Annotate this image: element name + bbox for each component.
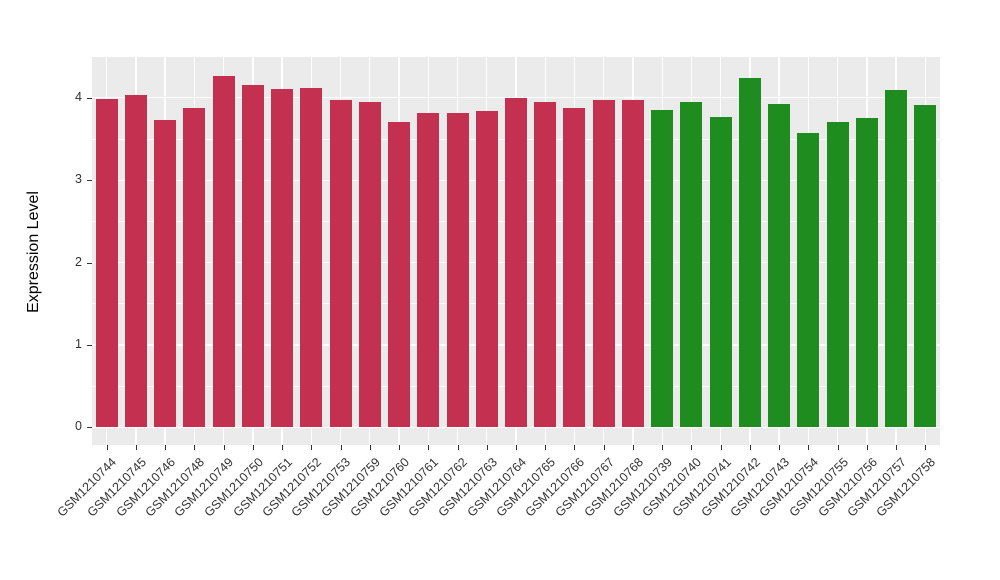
x-axis-tick: [486, 445, 488, 450]
bar: [885, 89, 908, 428]
bar: [212, 75, 235, 428]
x-axis-tick: [369, 445, 371, 450]
x-axis-tick: [603, 445, 605, 450]
y-axis-tick: [87, 97, 92, 99]
bar: [446, 112, 469, 428]
bar: [95, 99, 118, 428]
x-axis-tick: [135, 445, 137, 450]
bar: [271, 88, 294, 428]
x-axis-tick: [662, 445, 664, 450]
x-axis-tick: [837, 445, 839, 450]
x-axis-tick: [252, 445, 254, 450]
bar: [855, 118, 878, 428]
y-axis-tick: [87, 262, 92, 264]
bar: [329, 100, 352, 428]
y-axis-tick-label: 4: [75, 89, 82, 104]
x-axis-tick: [545, 445, 547, 450]
y-axis-tick-label: 2: [75, 254, 82, 269]
bar: [154, 120, 177, 428]
bar: [914, 105, 937, 428]
x-axis-tick: [808, 445, 810, 450]
y-axis-tick-label: 3: [75, 172, 82, 187]
y-axis-tick-label: 0: [75, 419, 82, 434]
bar: [183, 107, 206, 428]
x-axis-tick: [282, 445, 284, 450]
x-axis-tick: [720, 445, 722, 450]
y-axis-tick: [87, 427, 92, 429]
x-axis-tick: [632, 445, 634, 450]
plot-panel: [92, 57, 940, 445]
bar: [417, 113, 440, 428]
x-axis-tick: [516, 445, 517, 450]
y-axis-tick: [87, 180, 92, 182]
bar: [592, 100, 615, 428]
x-axis-tick: [896, 445, 898, 450]
bar: [621, 100, 644, 428]
x-axis-tick: [457, 445, 459, 450]
bar: [563, 107, 586, 428]
x-axis-tick: [428, 445, 430, 450]
x-axis-tick: [106, 445, 108, 450]
x-axis-tick: [311, 445, 313, 450]
x-axis-tick: [574, 445, 576, 450]
bar: [738, 78, 761, 428]
bar: [651, 110, 674, 428]
x-axis-tick: [340, 445, 342, 450]
bar: [358, 101, 381, 428]
x-axis-tick: [866, 445, 868, 450]
bar: [388, 121, 411, 428]
bar: [680, 101, 703, 428]
bar: [797, 133, 820, 428]
x-axis-tick: [691, 445, 693, 450]
x-axis-tick: [779, 445, 781, 450]
x-axis-tick: [223, 445, 225, 450]
bar: [241, 84, 264, 428]
x-axis-tick: [749, 445, 751, 450]
y-axis-tick-label: 1: [75, 337, 82, 351]
bar: [300, 87, 323, 428]
x-axis-tick: [925, 445, 927, 450]
bar: [768, 104, 791, 428]
bar: [709, 116, 732, 428]
bar: [124, 94, 147, 428]
y-axis-title: Expression Level: [25, 191, 42, 313]
bar: [475, 110, 498, 428]
x-axis-tick: [194, 445, 196, 450]
bar: [826, 121, 849, 428]
x-axis-tick: [399, 445, 401, 450]
y-axis-tick: [87, 345, 92, 346]
bar: [534, 101, 557, 428]
x-axis-tick: [165, 445, 167, 450]
bar: [505, 97, 527, 428]
